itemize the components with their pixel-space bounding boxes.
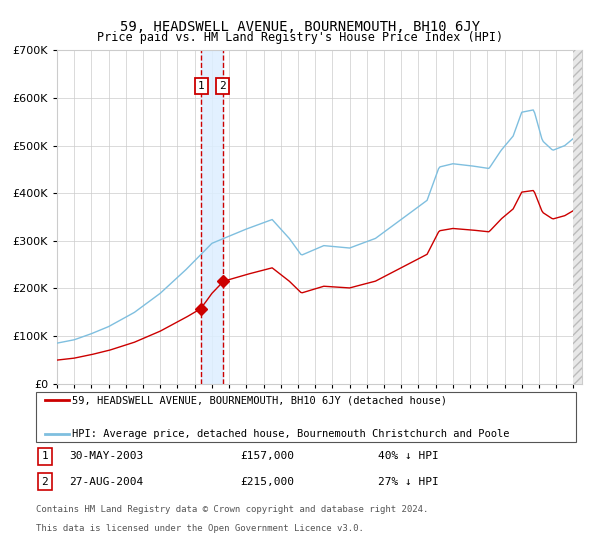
Text: 2: 2 bbox=[220, 81, 226, 91]
Text: 30-MAY-2003: 30-MAY-2003 bbox=[69, 451, 143, 461]
Polygon shape bbox=[574, 50, 582, 384]
Text: 40% ↓ HPI: 40% ↓ HPI bbox=[378, 451, 439, 461]
Text: Price paid vs. HM Land Registry's House Price Index (HPI): Price paid vs. HM Land Registry's House … bbox=[97, 31, 503, 44]
Text: £157,000: £157,000 bbox=[240, 451, 294, 461]
Text: 2: 2 bbox=[41, 477, 49, 487]
Text: 1: 1 bbox=[41, 451, 49, 461]
Bar bbox=[201, 50, 223, 384]
Text: Contains HM Land Registry data © Crown copyright and database right 2024.: Contains HM Land Registry data © Crown c… bbox=[36, 505, 428, 514]
Text: £215,000: £215,000 bbox=[240, 477, 294, 487]
Text: This data is licensed under the Open Government Licence v3.0.: This data is licensed under the Open Gov… bbox=[36, 524, 364, 533]
Text: 27-AUG-2004: 27-AUG-2004 bbox=[69, 477, 143, 487]
Text: 27% ↓ HPI: 27% ↓ HPI bbox=[378, 477, 439, 487]
Text: 59, HEADSWELL AVENUE, BOURNEMOUTH, BH10 6JY (detached house): 59, HEADSWELL AVENUE, BOURNEMOUTH, BH10 … bbox=[72, 395, 447, 405]
Text: 1: 1 bbox=[197, 81, 205, 91]
Text: HPI: Average price, detached house, Bournemouth Christchurch and Poole: HPI: Average price, detached house, Bour… bbox=[72, 429, 509, 439]
Text: 59, HEADSWELL AVENUE, BOURNEMOUTH, BH10 6JY: 59, HEADSWELL AVENUE, BOURNEMOUTH, BH10 … bbox=[120, 20, 480, 34]
